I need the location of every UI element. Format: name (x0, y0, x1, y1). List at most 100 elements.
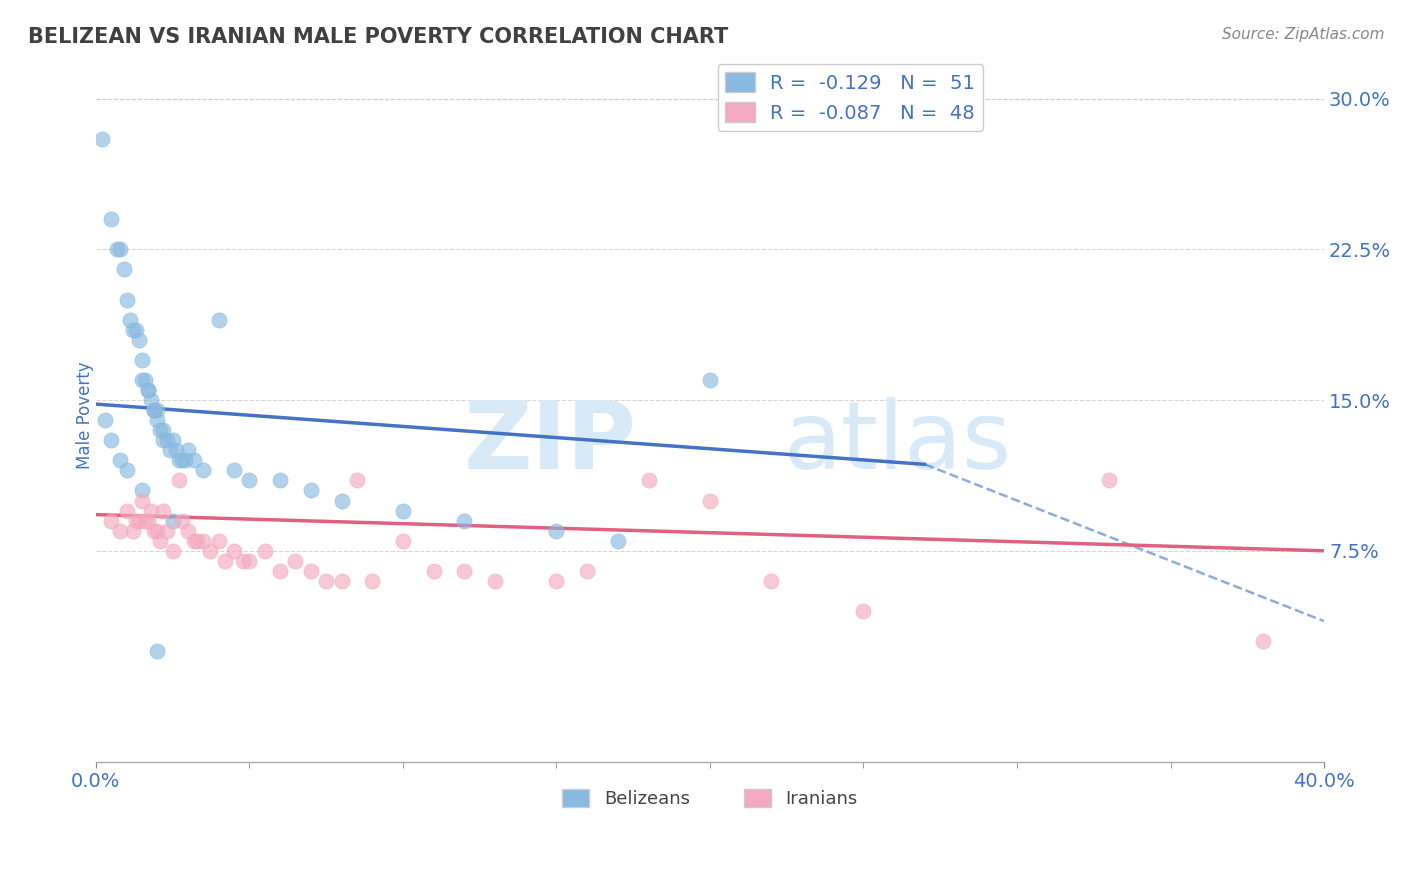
Point (269, 564, 291, 578)
Point (155, 434, 177, 448)
Point (115, 293, 138, 307)
Point (453, 564, 475, 578)
Point (136, 514, 159, 528)
Point (152, 503, 174, 517)
Point (284, 554, 307, 568)
Point (128, 333, 150, 347)
Point (131, 483, 153, 498)
Point (346, 474, 368, 488)
Point (214, 554, 236, 568)
Point (100, 514, 122, 528)
Point (330, 493, 353, 508)
Point (141, 393, 163, 408)
Point (100, 434, 122, 448)
Point (232, 554, 254, 568)
Point (110, 243, 132, 257)
Point (131, 493, 153, 508)
Point (193, 463, 215, 477)
Text: BELIZEAN VS IRANIAN MALE POVERTY CORRELATION CHART: BELIZEAN VS IRANIAN MALE POVERTY CORRELA… (28, 27, 728, 46)
Point (143, 403, 166, 417)
Text: Source: ZipAtlas.com: Source: ZipAtlas.com (1222, 27, 1385, 42)
Point (606, 533, 628, 548)
Point (208, 533, 231, 548)
Point (159, 443, 181, 458)
Point (141, 503, 163, 517)
Point (546, 574, 568, 588)
Point (107, 243, 129, 257)
Point (222, 463, 245, 477)
Point (155, 524, 177, 538)
Point (125, 514, 148, 528)
Point (131, 373, 153, 387)
Point (94, 413, 117, 427)
Y-axis label: Male Poverty: Male Poverty (76, 361, 94, 469)
Point (186, 533, 208, 548)
Point (170, 453, 193, 467)
Point (143, 524, 166, 538)
Point (121, 524, 143, 538)
Point (170, 514, 193, 528)
Legend: Belizeans, Iranians: Belizeans, Iranians (555, 781, 865, 815)
Point (149, 423, 172, 437)
Point (183, 533, 205, 548)
Point (115, 503, 138, 517)
Point (128, 514, 150, 528)
Point (177, 443, 200, 458)
Point (422, 564, 444, 578)
Point (699, 493, 721, 508)
Point (453, 514, 475, 528)
Point (152, 434, 174, 448)
Point (174, 453, 197, 467)
Point (546, 524, 568, 538)
Point (146, 644, 169, 658)
Point (110, 524, 132, 538)
Point (162, 514, 184, 528)
Point (193, 533, 215, 548)
Point (91, 132, 114, 146)
Point (136, 383, 159, 397)
Point (125, 323, 148, 337)
Point (484, 574, 506, 588)
Point (392, 533, 415, 548)
Point (699, 373, 721, 387)
Text: ZIP: ZIP (464, 397, 637, 489)
Point (315, 574, 337, 588)
Point (152, 423, 174, 437)
Text: atlas: atlas (783, 397, 1012, 489)
Point (299, 564, 322, 578)
Point (146, 403, 169, 417)
Point (143, 403, 166, 417)
Point (208, 312, 231, 326)
Point (165, 443, 187, 458)
Point (121, 323, 143, 337)
Point (146, 413, 169, 427)
Point (198, 543, 221, 558)
Point (134, 373, 156, 387)
Point (149, 533, 172, 548)
Point (637, 474, 659, 488)
Point (115, 463, 138, 477)
Point (162, 543, 184, 558)
Point (162, 434, 184, 448)
Point (222, 543, 245, 558)
Point (361, 574, 384, 588)
Point (112, 262, 135, 277)
Point (110, 453, 132, 467)
Point (131, 352, 153, 367)
Point (392, 503, 415, 517)
Point (183, 453, 205, 467)
Point (167, 474, 190, 488)
Point (238, 554, 260, 568)
Point (100, 212, 122, 227)
Point (852, 604, 875, 618)
Point (118, 312, 141, 326)
Point (253, 543, 276, 558)
Point (167, 453, 190, 467)
Point (299, 483, 322, 498)
Point (1098, 474, 1121, 488)
Point (177, 524, 200, 538)
Point (146, 524, 169, 538)
Point (134, 514, 156, 528)
Point (330, 574, 353, 588)
Point (576, 564, 599, 578)
